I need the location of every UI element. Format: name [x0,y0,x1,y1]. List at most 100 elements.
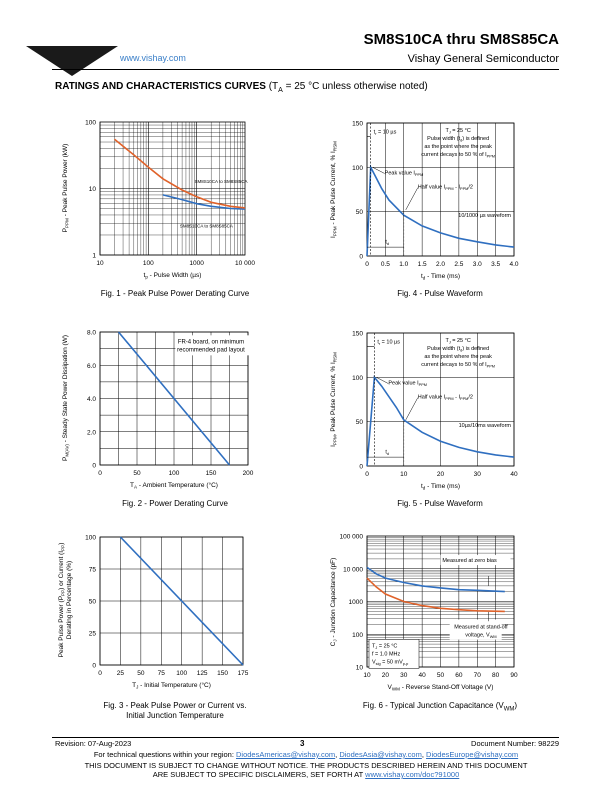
y-axis-label-part-2: - Steady State Power Dissipation (W) [62,335,69,444]
y-tick-label: 10 [89,186,97,193]
tj-label: TJ = 25 °C [445,128,470,135]
cond-tj-part-2: = 25 °C [377,643,397,649]
series-line-1 [113,138,246,209]
waveform-label: 10/1000 µs waveform [458,213,511,219]
y-tick-label: 50 [356,419,364,426]
email-asia-link[interactable]: DiodesAsia@vishay.com [339,750,422,759]
x-tick-label: 10 000 [235,260,255,267]
disclaimer-line1: THIS DOCUMENT IS SUBJECT TO CHANGE WITHO… [84,761,528,770]
tj-label: TJ = 25 °C [445,338,470,345]
email-europe-link[interactable]: DiodesEurope@vishay.com [426,750,519,759]
y-tick-label: 0 [92,663,96,670]
x-axis-label-part-1: WM [392,687,400,692]
y-axis-label: IPPM, Peak Pulse Current, % IRSM [330,352,338,447]
peak-value-label: Peak value IPPM [388,380,427,387]
disclaimer-line2: ARE SUBJECT TO SPECIFIC DISCLAIMERS, SET… [0,770,612,779]
caption-fig6-sub: WM [503,706,515,713]
half-value-label-part-4: /2 [468,185,473,191]
waveform-label-part-0: 10/1000 µs waveform [458,213,511,219]
standoff-label-2: voltage, VWM [465,632,496,639]
series-line-0 [366,375,515,467]
site-url[interactable]: www.vishay.com [120,53,186,63]
x-tick-label: 1.0 [399,261,408,268]
y-tick-label: 75 [89,567,97,574]
sep-1: , [335,750,340,759]
series-line-0 [162,194,246,210]
x-tick-label: 150 [217,670,228,677]
series-line-0 [117,331,231,466]
y-tick-label: 150 [352,331,363,338]
y-axis-label-part-3: RSM [333,352,338,362]
y-axis-label: CJ - Junction Capacitance (pF) [330,558,338,647]
pulse-def-1-part-2: ) is defined [462,346,489,352]
revision: Revision: 07-Aug-2023 [55,739,132,748]
x-tick-label: 2.0 [436,261,445,268]
cond-vsig-part-3: p-p [403,662,409,666]
y-axis-label-part-2: - Junction Capacitance (pF) [330,558,337,640]
y-tick-label: 100 [85,535,96,542]
x-axis-label-part-2: - Initial Temperature (°C) [138,681,211,689]
tj-label-part-1: J [449,340,451,344]
x-axis-label-part-0: t [421,273,423,280]
y-axis-label-part-0: C [330,641,337,646]
y-tick-label: 100 [352,632,363,639]
zero-bias-label-part-0: Measured at zero bias [442,558,497,564]
series-line-0 [366,566,505,593]
x-tick-label: 0.5 [381,261,390,268]
x-tick-label: 100 [143,260,154,267]
y-tick-label: 2.0 [87,429,96,436]
peak-value-label-part-0: Peak value I [388,380,419,386]
x-axis-label: TJ - Initial Temperature (°C) [132,681,211,690]
peak-value-label: Peak value IPPM [385,170,424,177]
cond-f: f = 1.0 MHz [372,651,401,657]
y-axis-label-part-1: M(AV) [65,444,70,457]
caption-fig4: Fig. 4 - Pulse Waveform [397,289,483,298]
peak-value-label-part-1: PPM [419,383,427,387]
pulse-def-2-part-0: as the point where the peak [424,144,492,150]
cond-prefix: (T [265,81,279,92]
cond-vsig-part-0: V [372,659,376,665]
y-axis-label-part-0: P [62,457,69,461]
x-axis-label-part-0: t [421,483,423,490]
x-tick-label: 50 [437,672,445,679]
pulse-def-1-part-2: ) is defined [462,136,489,142]
pulse-def-1-part-1: d [460,348,462,352]
disclaimer-link[interactable]: www.vishay.com/doc?91000 [365,770,460,779]
x-axis-label-part-1: d [423,486,426,491]
td-label-part-0: t [385,240,387,246]
x-tick-label: 60 [455,672,463,679]
td-label-part-1: d [387,242,389,246]
y-tick-label: 150 [352,121,363,128]
y-axis-label-part-2: , Peak Pulse Current, % I [330,362,337,435]
pulse-def-1: Pulse width (td) is defined [427,136,489,143]
chart-fig2: 0 50 100 150 200 0 2.0 4.0 6.0 8.0 TA - Ambient Te… [62,330,260,490]
plot-frame [99,331,249,466]
y-axis-label-part-1: PPM [65,218,70,228]
x-tick-label: 1.5 [418,261,427,268]
y-axis-label-part-1: PPM [333,226,338,236]
tr-label: tr = 10 µs [377,340,400,347]
zero-bias-label: Measured at zero bias [442,558,497,564]
y-axis-label-part-1: PPM [333,435,338,445]
td-label-part-1: d [387,452,389,456]
standoff-label-2-part-0: voltage, V [465,632,490,638]
x-tick-label: 4.0 [509,261,518,268]
x-tick-label: 20 [437,471,445,478]
email-americas-link[interactable]: DiodesAmericas@vishay.com [236,750,336,759]
tr-label-part-1: r [375,132,377,136]
half-value-label-part-1: PPM [445,397,453,401]
y-tick-label: 100 [352,165,363,172]
x-axis-label: TA - Ambient Temperature (°C) [130,481,218,490]
cond-tj-part-1: J [375,646,377,650]
y-axis-label-1-part-1: PP [61,590,66,596]
y-axis-label: PPPM - Peak Pulse Power (kW) [62,144,70,233]
x-tick-label: 90 [510,672,518,679]
pulse-def-3-part-1: PPM [487,364,495,368]
x-tick-label: 70 [474,672,482,679]
tj-label-part-2: = 25 °C [451,128,471,134]
td-label: td [385,240,389,247]
x-axis-label-part-2: - Time (ms) [425,273,460,280]
x-tick-label: 10 [96,260,104,267]
y-tick-label: 1 [92,253,96,260]
